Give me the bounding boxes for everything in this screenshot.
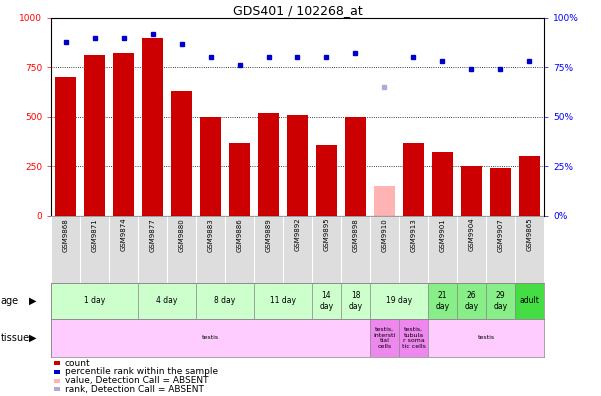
Bar <box>200 117 221 216</box>
Bar <box>312 283 341 319</box>
Text: testis,
intersti
tial
cells: testis, intersti tial cells <box>373 327 395 349</box>
Text: ▶: ▶ <box>29 333 36 343</box>
Text: 8 day: 8 day <box>215 297 236 305</box>
Bar <box>428 319 544 357</box>
Bar <box>374 186 395 216</box>
Text: GSM9865: GSM9865 <box>526 218 532 251</box>
Text: GSM9898: GSM9898 <box>352 218 358 251</box>
Text: 14
day: 14 day <box>319 291 334 310</box>
Text: 29
day: 29 day <box>493 291 507 310</box>
Bar <box>196 283 254 319</box>
Text: GSM9877: GSM9877 <box>150 218 156 251</box>
Bar <box>428 283 457 319</box>
Text: testis: testis <box>202 335 219 341</box>
Bar <box>114 53 133 216</box>
Text: 4 day: 4 day <box>156 297 178 305</box>
Bar <box>462 166 481 216</box>
Bar <box>370 319 399 357</box>
Text: 1 day: 1 day <box>84 297 105 305</box>
Bar <box>432 152 453 216</box>
Bar <box>486 283 515 319</box>
Text: GSM9880: GSM9880 <box>178 218 185 251</box>
Text: 21
day: 21 day <box>435 291 450 310</box>
Text: GSM9910: GSM9910 <box>382 218 388 251</box>
Text: value, Detection Call = ABSENT: value, Detection Call = ABSENT <box>65 376 209 385</box>
Text: GSM9913: GSM9913 <box>410 218 416 251</box>
Text: 18
day: 18 day <box>349 291 362 310</box>
Bar <box>316 145 337 216</box>
Bar <box>230 143 249 216</box>
Bar <box>346 117 365 216</box>
Text: GSM9889: GSM9889 <box>266 218 272 251</box>
Text: GSM9871: GSM9871 <box>91 218 97 251</box>
Text: ▶: ▶ <box>29 296 36 306</box>
Bar <box>55 77 76 216</box>
Bar <box>138 283 196 319</box>
Text: GSM9868: GSM9868 <box>63 218 69 251</box>
Bar <box>519 156 540 216</box>
Text: 19 day: 19 day <box>386 297 412 305</box>
Title: GDS401 / 102268_at: GDS401 / 102268_at <box>233 4 362 17</box>
Bar <box>403 143 424 216</box>
Text: percentile rank within the sample: percentile rank within the sample <box>65 367 218 376</box>
Text: adult: adult <box>519 297 539 305</box>
Bar <box>254 283 312 319</box>
Bar <box>84 55 105 216</box>
Bar <box>490 168 511 216</box>
Text: age: age <box>1 296 19 306</box>
Bar <box>515 283 544 319</box>
Text: testis: testis <box>477 335 495 341</box>
Text: 26
day: 26 day <box>465 291 478 310</box>
Bar <box>258 113 279 216</box>
Text: testis,
tubula
r soma
tic cells: testis, tubula r soma tic cells <box>401 327 426 349</box>
Text: GSM9907: GSM9907 <box>498 218 504 251</box>
Text: count: count <box>65 359 91 367</box>
Bar <box>171 91 192 216</box>
Bar <box>51 319 370 357</box>
Text: GSM9874: GSM9874 <box>121 218 127 251</box>
Text: GSM9901: GSM9901 <box>439 218 445 251</box>
Text: rank, Detection Call = ABSENT: rank, Detection Call = ABSENT <box>65 385 204 394</box>
Text: GSM9904: GSM9904 <box>468 218 474 251</box>
Bar <box>341 283 370 319</box>
Bar <box>370 283 428 319</box>
Bar <box>457 283 486 319</box>
Text: GSM9892: GSM9892 <box>294 218 300 251</box>
Text: GSM9895: GSM9895 <box>323 218 329 251</box>
Text: GSM9886: GSM9886 <box>237 218 243 251</box>
Text: 11 day: 11 day <box>270 297 296 305</box>
Text: GSM9883: GSM9883 <box>207 218 213 251</box>
Bar <box>51 283 138 319</box>
Bar <box>142 38 163 216</box>
Text: tissue: tissue <box>1 333 29 343</box>
Bar <box>399 319 428 357</box>
Bar <box>287 115 308 216</box>
